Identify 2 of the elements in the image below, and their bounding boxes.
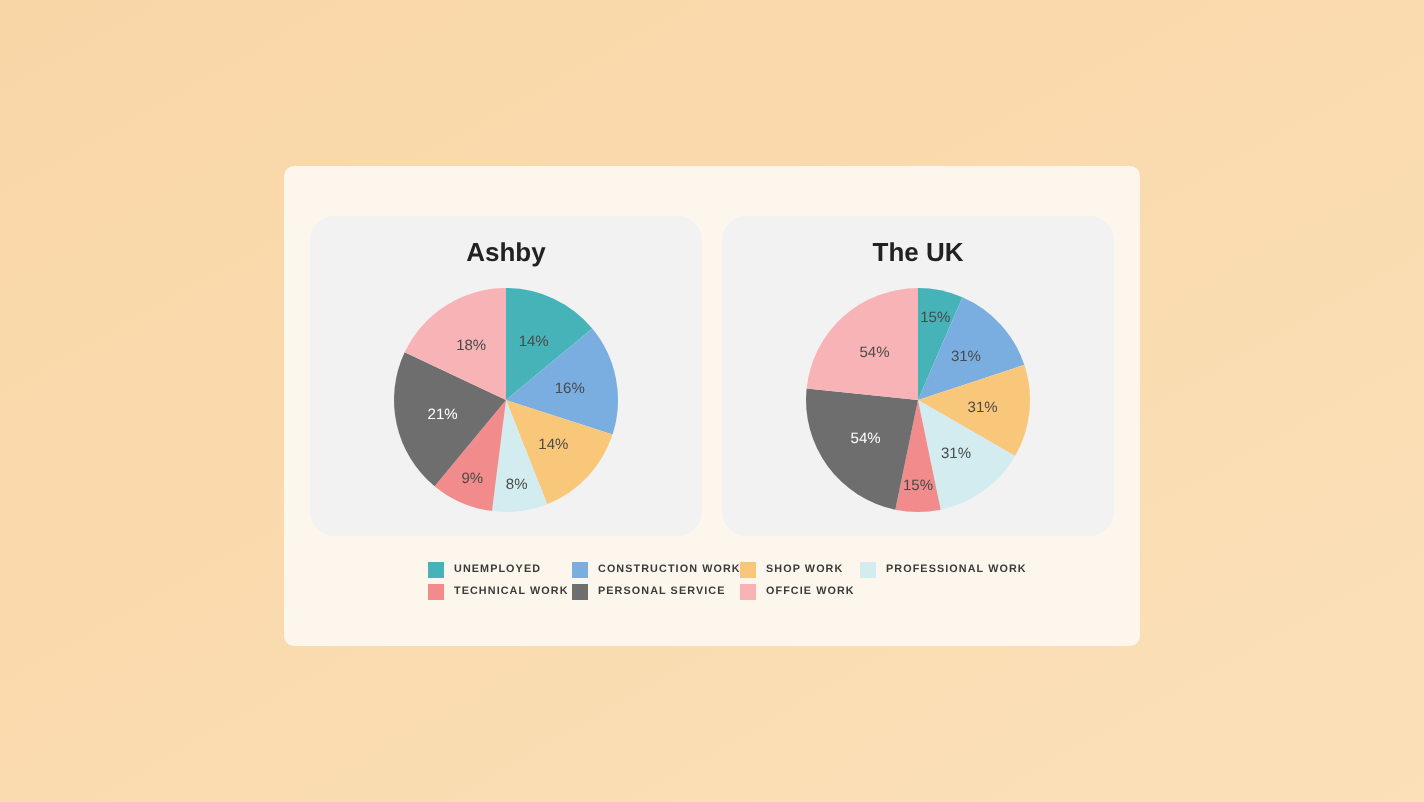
slice-label: Ashby	[466, 237, 548, 267]
slice-label: The UK	[872, 237, 965, 267]
